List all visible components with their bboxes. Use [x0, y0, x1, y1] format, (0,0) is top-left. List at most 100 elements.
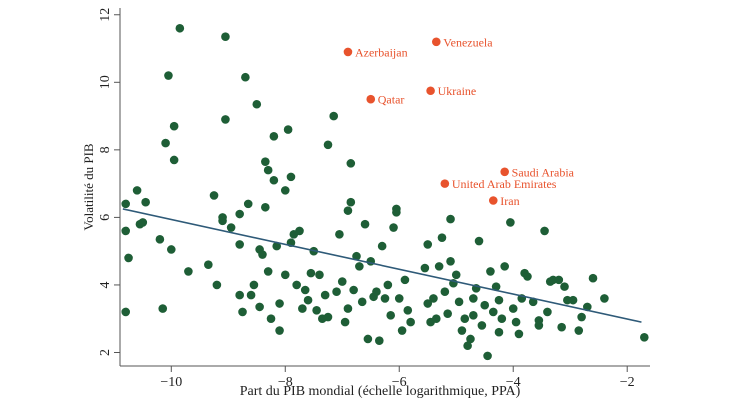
data-point	[337, 277, 347, 286]
data-point	[246, 290, 256, 300]
highlighted-point	[500, 167, 509, 177]
data-point	[480, 300, 490, 310]
data-point	[349, 285, 358, 295]
y-tick-label: 4	[98, 281, 113, 288]
data-point	[209, 191, 219, 200]
data-point	[386, 311, 395, 320]
y-axis-ticks: 2 4 6 8 10 12	[98, 8, 120, 356]
data-point	[306, 268, 316, 278]
data-point	[175, 23, 185, 33]
trend-line	[122, 208, 642, 323]
data-point	[235, 209, 244, 219]
data-point	[292, 280, 301, 290]
data-point	[554, 275, 564, 285]
data-point	[640, 332, 649, 342]
data-point	[132, 186, 142, 195]
data-point	[340, 317, 350, 327]
data-point	[252, 99, 262, 109]
data-point	[329, 111, 339, 121]
data-point	[315, 270, 324, 280]
data-point	[343, 304, 353, 313]
data-point	[312, 305, 321, 315]
point-label: Saudi Arabia	[512, 165, 575, 179]
data-point	[184, 267, 193, 276]
data-point	[443, 309, 452, 318]
data-point	[243, 199, 253, 209]
data-point	[138, 218, 148, 227]
x-axis-ticks: −10 −8 −6 −4 −2	[160, 366, 635, 390]
x-tick-label: −6	[392, 375, 407, 390]
data-point	[557, 322, 566, 332]
data-point	[346, 197, 356, 207]
highlighted-point	[426, 86, 435, 96]
data-point	[335, 229, 344, 239]
data-point	[497, 314, 507, 324]
data-point	[280, 270, 290, 280]
y-tick-label: 10	[98, 75, 113, 89]
data-point	[446, 214, 455, 224]
data-point	[560, 282, 569, 291]
x-axis-label: Part du PIB mondial (échelle logarithmiq…	[240, 384, 521, 399]
data-point	[523, 272, 532, 281]
data-point	[286, 172, 296, 182]
data-point	[483, 351, 492, 361]
data-point	[451, 270, 461, 280]
data-point	[363, 334, 373, 344]
data-point	[221, 32, 230, 42]
highlighted-point	[488, 196, 498, 205]
y-tick-label: 8	[98, 146, 113, 153]
data-point	[511, 317, 521, 327]
data-point	[474, 236, 484, 246]
data-point	[463, 341, 472, 351]
data-point	[269, 132, 279, 141]
data-point	[506, 218, 515, 227]
data-point	[121, 199, 130, 209]
data-point	[392, 204, 401, 214]
point-label: Qatar	[378, 93, 405, 107]
highlighted-point	[366, 94, 376, 104]
data-point	[352, 251, 361, 261]
data-point	[383, 280, 393, 290]
data-point	[389, 223, 398, 232]
data-point	[212, 280, 222, 290]
data-point	[295, 226, 304, 236]
data-point	[377, 241, 387, 251]
data-point	[235, 290, 244, 300]
data-point	[226, 223, 236, 232]
data-point	[169, 155, 179, 165]
data-point	[121, 307, 130, 317]
data-point	[406, 317, 415, 327]
data-point	[400, 275, 410, 285]
data-point	[121, 226, 130, 236]
data-point	[261, 202, 270, 212]
data-point	[124, 253, 133, 263]
data-point	[263, 267, 273, 276]
data-point	[588, 273, 598, 283]
data-point	[494, 295, 504, 305]
data-point	[323, 140, 333, 150]
data-point	[543, 307, 552, 317]
highlighted-point	[343, 47, 353, 57]
data-point	[440, 287, 450, 296]
data-point	[494, 327, 504, 337]
data-point	[303, 295, 313, 305]
data-point	[221, 115, 230, 124]
data-point	[600, 294, 609, 303]
y-axis-label: Volatilité du PIB	[81, 143, 96, 230]
data-point	[218, 213, 227, 222]
data-point	[235, 240, 244, 249]
data-point	[423, 299, 433, 308]
data-point	[457, 326, 467, 335]
data-point	[255, 302, 264, 312]
data-point	[460, 314, 470, 324]
y-tick-label: 6	[98, 214, 113, 221]
x-tick-label: −10	[160, 375, 182, 390]
data-point	[283, 125, 293, 134]
data-point	[355, 262, 364, 271]
data-point	[469, 311, 478, 320]
data-point	[357, 297, 367, 307]
data-point	[446, 257, 455, 266]
data-point	[164, 71, 173, 80]
data-point	[155, 235, 165, 244]
